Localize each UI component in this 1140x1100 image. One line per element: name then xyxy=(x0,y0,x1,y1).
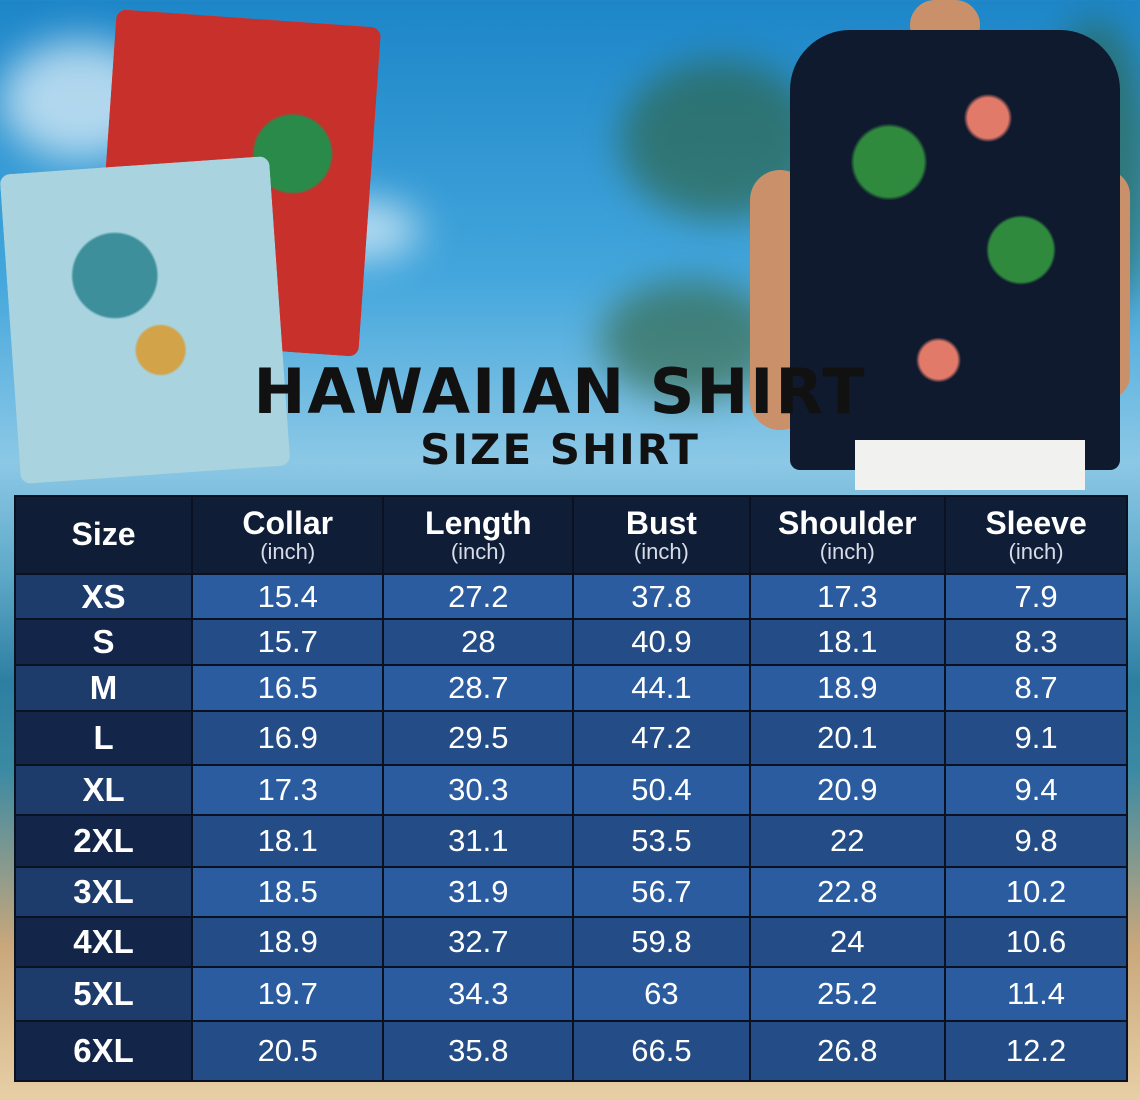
size-cell: XL xyxy=(13,764,194,816)
size-cell: XS xyxy=(13,573,194,620)
table-row: 5XL 19.7 34.3 63 25.2 11.4 xyxy=(13,966,1128,1022)
measurement-cell: 18.5 xyxy=(191,866,385,918)
measurement-cell: 15.4 xyxy=(191,573,385,620)
size-cell: 5XL xyxy=(13,966,194,1022)
measurement-cell: 53.5 xyxy=(572,814,751,868)
measurement-cell: 11.4 xyxy=(944,966,1128,1022)
table-row: 6XL 20.5 35.8 66.5 26.8 12.2 xyxy=(13,1020,1128,1082)
measurement-cell: 31.1 xyxy=(382,814,575,868)
measurement-cell: 8.7 xyxy=(944,664,1128,712)
measurement-cell: 18.9 xyxy=(748,664,947,712)
measurement-cell: 56.7 xyxy=(572,866,751,918)
measurement-cell: 22 xyxy=(748,814,947,868)
model-wearing-shirt-image xyxy=(750,0,1130,490)
measurement-cell: 10.2 xyxy=(944,866,1128,918)
column-header-label: Sleeve xyxy=(985,504,1087,541)
measurement-cell: 59.8 xyxy=(572,916,751,968)
measurement-cell: 18.1 xyxy=(748,618,947,666)
measurement-cell: 31.9 xyxy=(382,866,575,918)
column-header-bust: Bust (inch) xyxy=(572,495,751,575)
measurement-cell: 9.8 xyxy=(944,814,1128,868)
measurement-cell: 32.7 xyxy=(382,916,575,968)
measurement-cell: 30.3 xyxy=(382,764,575,816)
column-header-length: Length (inch) xyxy=(382,495,575,575)
measurement-cell: 8.3 xyxy=(944,618,1128,666)
size-cell: 3XL xyxy=(13,866,194,918)
measurement-cell: 22.8 xyxy=(748,866,947,918)
measurement-cell: 15.7 xyxy=(191,618,385,666)
column-header-label: Bust xyxy=(625,504,697,541)
measurement-cell: 47.2 xyxy=(572,710,751,766)
size-cell: L xyxy=(13,710,194,766)
table-row: S 15.7 28 40.9 18.1 8.3 xyxy=(13,618,1128,666)
size-cell: 4XL xyxy=(13,916,194,968)
column-header-unit: (inch) xyxy=(633,539,689,565)
measurement-cell: 9.1 xyxy=(944,710,1128,766)
measurement-cell: 17.3 xyxy=(191,764,385,816)
table-row: 2XL 18.1 31.1 53.5 22 9.8 xyxy=(13,814,1128,868)
column-header-label: Collar xyxy=(242,504,334,541)
column-header-label: Length xyxy=(425,504,532,541)
measurement-cell: 10.6 xyxy=(944,916,1128,968)
measurement-cell: 16.5 xyxy=(191,664,385,712)
page-subtitle: SIZE SHIRT xyxy=(420,425,700,474)
measurement-cell: 19.7 xyxy=(191,966,385,1022)
column-header-unit: (inch) xyxy=(1008,539,1064,565)
measurement-cell: 18.1 xyxy=(191,814,385,868)
page-title: HAWAIIAN SHIRT xyxy=(253,355,867,428)
table-row: XL 17.3 30.3 50.4 20.9 9.4 xyxy=(13,764,1128,816)
measurement-cell: 29.5 xyxy=(382,710,575,766)
size-cell: S xyxy=(13,618,194,666)
table-row: XS 15.4 27.2 37.8 17.3 7.9 xyxy=(13,573,1128,620)
column-header-label: Size xyxy=(71,516,136,553)
measurement-cell: 37.8 xyxy=(572,573,751,620)
measurement-cell: 24 xyxy=(748,916,947,968)
measurement-cell: 44.1 xyxy=(572,664,751,712)
measurement-cell: 25.2 xyxy=(748,966,947,1022)
column-header-unit: (inch) xyxy=(450,539,506,565)
measurement-cell: 63 xyxy=(572,966,751,1022)
measurement-cell: 12.2 xyxy=(944,1020,1128,1082)
measurement-cell: 50.4 xyxy=(572,764,751,816)
measurement-cell: 28 xyxy=(382,618,575,666)
measurement-cell: 26.8 xyxy=(748,1020,947,1082)
measurement-cell: 27.2 xyxy=(382,573,575,620)
measurement-cell: 20.1 xyxy=(748,710,947,766)
table-row: 4XL 18.9 32.7 59.8 24 10.6 xyxy=(13,916,1128,968)
measurement-cell: 16.9 xyxy=(191,710,385,766)
column-header-collar: Collar (inch) xyxy=(191,495,385,575)
column-header-unit: (inch) xyxy=(819,539,875,565)
column-header-sleeve: Sleeve (inch) xyxy=(944,495,1128,575)
measurement-cell: 20.5 xyxy=(191,1020,385,1082)
table-header-row: Size Collar (inch) Length (inch) Bust (inch) Sh… xyxy=(13,495,1128,575)
table-row: L 16.9 29.5 47.2 20.1 9.1 xyxy=(13,710,1128,766)
table-row: M 16.5 28.7 44.1 18.9 8.7 xyxy=(13,664,1128,712)
size-cell: 2XL xyxy=(13,814,194,868)
measurement-cell: 17.3 xyxy=(748,573,947,620)
measurement-cell: 34.3 xyxy=(382,966,575,1022)
table-row: 3XL 18.5 31.9 56.7 22.8 10.2 xyxy=(13,866,1128,918)
measurement-cell: 7.9 xyxy=(944,573,1128,620)
size-cell: 6XL xyxy=(13,1020,194,1082)
column-header-size: Size xyxy=(13,495,194,575)
column-header-shoulder: Shoulder (inch) xyxy=(748,495,947,575)
measurement-cell: 18.9 xyxy=(191,916,385,968)
measurement-cell: 28.7 xyxy=(382,664,575,712)
size-chart-table: Size Collar (inch) Length (inch) Bust (inch) Sh… xyxy=(13,495,1128,1082)
column-header-unit: (inch) xyxy=(260,539,316,565)
measurement-cell: 66.5 xyxy=(572,1020,751,1082)
measurement-cell: 9.4 xyxy=(944,764,1128,816)
measurement-cell: 40.9 xyxy=(572,618,751,666)
column-header-label: Shoulder xyxy=(777,504,917,541)
measurement-cell: 20.9 xyxy=(748,764,947,816)
size-cell: M xyxy=(13,664,194,712)
measurement-cell: 35.8 xyxy=(382,1020,575,1082)
